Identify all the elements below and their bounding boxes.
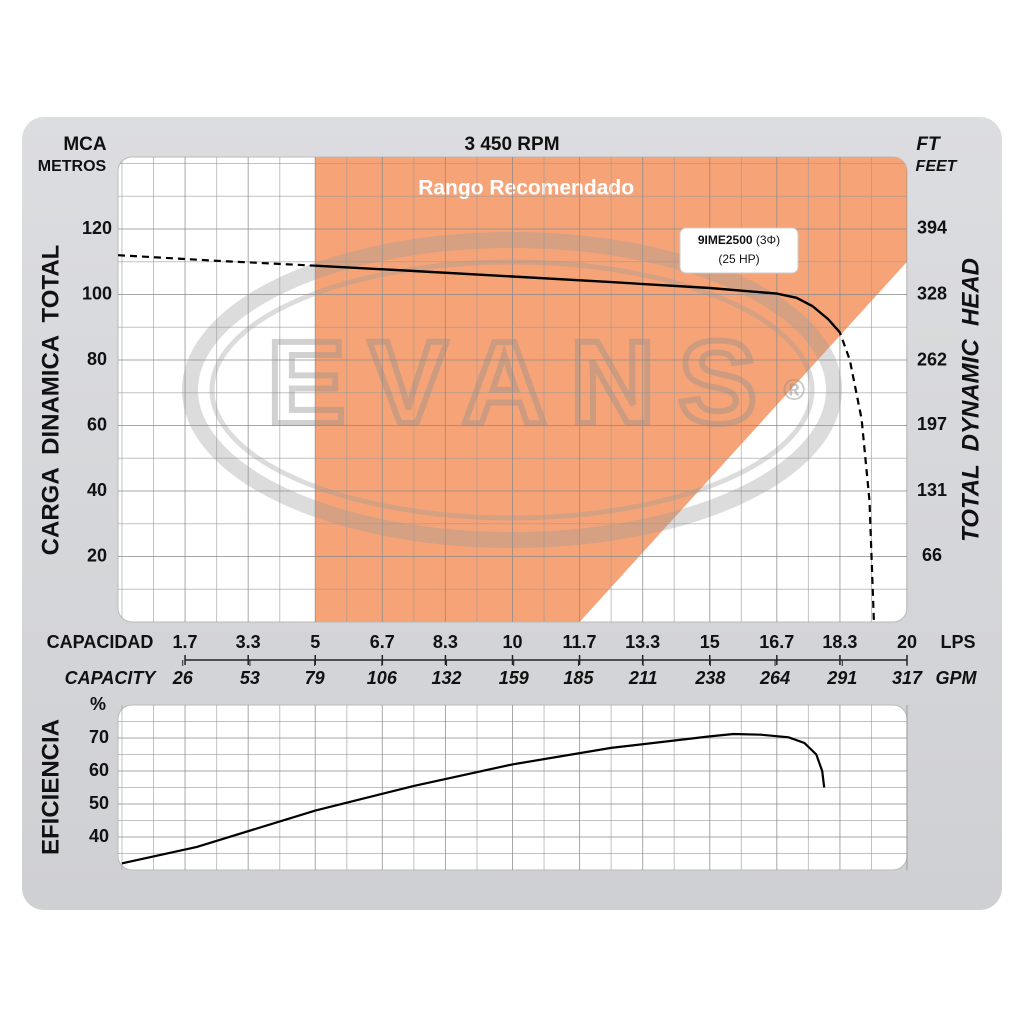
- y-tick-label: 20: [87, 545, 107, 565]
- x-tick-label: 6.7: [370, 632, 395, 652]
- x-tick-label: 13.3: [625, 632, 660, 652]
- annotation: 9IME2500 (3Φ): [698, 233, 780, 247]
- y2-tick-label: 66: [922, 545, 942, 565]
- efficiency-curve: [121, 732, 826, 865]
- watermark: EVANS: [267, 317, 757, 449]
- x-tick-label: 3.3: [236, 632, 261, 652]
- y-tick-label: 100: [82, 283, 112, 303]
- watermark-mark: ®: [783, 374, 805, 407]
- x-axis-label: CAPACIDAD: [47, 632, 154, 652]
- y2-tick-label: 394: [917, 218, 947, 238]
- y-tick-label: 60: [87, 414, 107, 434]
- x2-tick-label: 79: [305, 668, 325, 688]
- y-tick-label: 40: [89, 826, 109, 846]
- y2-tick-label: 197: [917, 414, 947, 434]
- x-tick-label: 15: [700, 632, 720, 652]
- x2-tick-label: 238: [694, 668, 725, 688]
- y-unit: %: [90, 694, 106, 714]
- y-tick-label: 60: [89, 760, 109, 780]
- phase: (3Φ): [756, 233, 780, 247]
- watermark-ring: [182, 232, 842, 548]
- labels: MCA METROS 3 450 RPM FT FEET CARGA DINAM…: [37, 134, 984, 855]
- x-unit: LPS: [940, 632, 975, 652]
- x2-tick-label: 291: [826, 668, 857, 688]
- curve-outside: [118, 254, 875, 622]
- x2-tick-label: 106: [367, 668, 398, 688]
- head-plot: Rango Recomendado EVANS ® 9IME2500 (3Φ) (25 …: [118, 157, 907, 622]
- x2-axis-label: CAPACITY: [65, 668, 158, 688]
- annotation-box: [679, 227, 799, 274]
- x2-tick-label: 264: [759, 668, 790, 688]
- x-tick-label: 20: [897, 632, 917, 652]
- y-tick-label: 40: [87, 480, 107, 500]
- y2-tick-label: 328: [917, 283, 947, 303]
- y2-unit-sub: FEET: [916, 158, 958, 175]
- x-tick-label: 11.7: [563, 632, 597, 652]
- y2-tick-label: 262: [917, 349, 947, 369]
- region-label: Rango Recomendado: [418, 177, 634, 200]
- y-unit: MCA: [63, 134, 107, 155]
- x2-tick-label: 211: [628, 668, 658, 688]
- y-unit-sub: METROS: [38, 158, 107, 175]
- x-tick-label: 1.7: [173, 632, 198, 652]
- x-tick-label: 5: [310, 632, 320, 652]
- x2-tick-label: 132: [432, 668, 462, 688]
- y2-axis-label: TOTAL DYNAMIC HEAD: [957, 258, 984, 542]
- head-curve-dashed: [118, 254, 875, 622]
- y-axis-label: CARGA DINAMICA TOTAL: [37, 245, 64, 556]
- x2-tick-label: 317: [892, 668, 923, 688]
- y-tick-label: 120: [82, 218, 112, 238]
- x2-tick-label: 26: [172, 668, 194, 688]
- y-axis-label: EFICIENCIA: [37, 719, 64, 855]
- y-tick-label: 50: [89, 793, 109, 813]
- x-tick-label: 18.3: [822, 632, 857, 652]
- efficiency-plot: [118, 705, 908, 870]
- model: 9IME2500: [698, 233, 753, 247]
- x2-unit: GPM: [935, 668, 977, 688]
- x-tick-label: 8.3: [433, 632, 458, 652]
- head-curve: [315, 254, 840, 622]
- y-tick-label: 80: [87, 349, 107, 369]
- annotation-power: (25 HP): [718, 252, 759, 266]
- watermark-ring: [209, 259, 815, 521]
- y-tick-label: 70: [89, 727, 109, 747]
- y2-unit: FT: [916, 134, 941, 155]
- y2-tick-label: 131: [917, 480, 947, 500]
- x-tick-label: 16.7: [759, 632, 794, 652]
- x2-tick-label: 185: [563, 668, 594, 688]
- x2-tick-label: 53: [240, 668, 260, 688]
- x-tick-label: 10: [502, 632, 522, 652]
- x2-tick-label: 159: [499, 668, 529, 688]
- chart-title: 3 450 RPM: [464, 134, 559, 155]
